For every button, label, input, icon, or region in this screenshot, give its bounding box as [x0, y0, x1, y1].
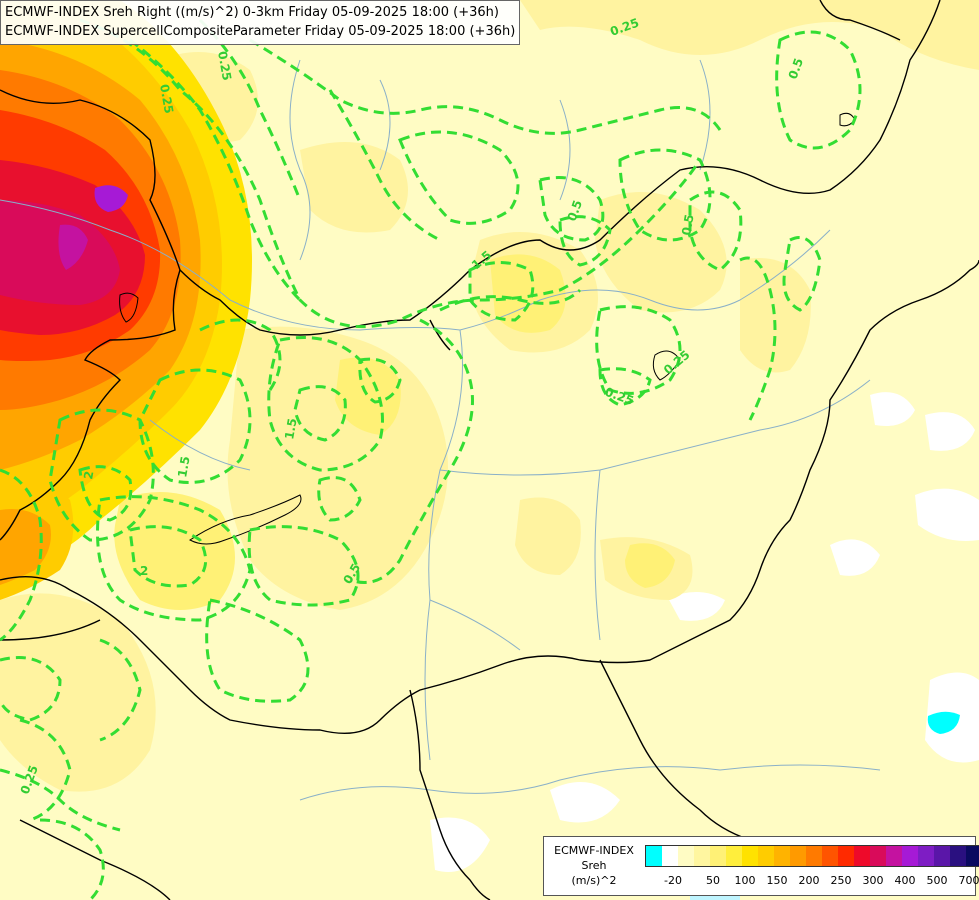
- contour-label: 0.25: [215, 50, 234, 82]
- legend-swatch: [758, 846, 774, 866]
- legend-tick-label: 300: [862, 874, 884, 887]
- contour-label: 0.5: [786, 56, 806, 81]
- legend-swatch: [662, 846, 678, 866]
- legend-unit: (m/s)^2: [571, 874, 617, 887]
- legend-swatch: [966, 846, 979, 866]
- legend-swatch: [950, 846, 966, 866]
- legend-swatch: [790, 846, 806, 866]
- legend-tick-label: 100: [734, 874, 756, 887]
- legend-swatch: [806, 846, 822, 866]
- title-line-srh: ECMWF-INDEX Sreh Right ((m/s)^2) 0-3km F…: [5, 5, 499, 20]
- legend-swatch: [774, 846, 790, 866]
- contour-label: 2: [81, 470, 96, 481]
- legend-tick-label: -20: [664, 874, 682, 887]
- legend-tick-label: 700: [958, 874, 979, 887]
- legend-tick-label: 500: [926, 874, 948, 887]
- legend-swatch: [646, 846, 662, 866]
- legend-swatch: [838, 846, 854, 866]
- legend-title: ECMWF-INDEX Sreh (m/s)^2: [548, 843, 640, 888]
- contour-label: 2: [140, 564, 148, 578]
- legend-swatch: [902, 846, 918, 866]
- legend-swatch: [742, 846, 758, 866]
- legend-tick-label: 250: [830, 874, 852, 887]
- contour-label: 1.5: [175, 455, 192, 478]
- legend-swatch: [678, 846, 694, 866]
- map-title: ECMWF-INDEX Sreh Right ((m/s)^2) 0-3km F…: [0, 0, 521, 45]
- contour-label: 0.5: [565, 198, 585, 223]
- legend-source: ECMWF-INDEX: [554, 844, 634, 857]
- title-line-scp: ECMWF-INDEX SupercellCompositeParameter …: [5, 24, 516, 39]
- rivers: [0, 59, 881, 801]
- legend-swatch: [870, 846, 886, 866]
- legend-swatch: [694, 846, 710, 866]
- legend-swatch: [918, 846, 934, 866]
- legend-swatch: [854, 846, 870, 866]
- legend-variable: Sreh: [581, 859, 607, 872]
- legend-tick-label: 200: [798, 874, 820, 887]
- legend-swatch: [822, 846, 838, 866]
- contour-label: 1.5: [282, 417, 299, 440]
- legend-color-bar: [645, 845, 979, 867]
- color-legend: ECMWF-INDEX Sreh (m/s)^2 -20 50 100 150 200 2…: [543, 836, 979, 896]
- legend-swatch: [886, 846, 902, 866]
- contour-label: 0.5: [679, 213, 696, 236]
- yellow-helicity-areas: [114, 254, 675, 610]
- legend-swatch: [934, 846, 950, 866]
- lakes: [119, 112, 856, 545]
- legend-tick-label: 50: [706, 874, 720, 887]
- legend-swatch: [710, 846, 726, 866]
- contour-label: 0.25: [157, 83, 176, 115]
- scp-contours: [0, 18, 862, 900]
- legend-tick-labels: -20 50 100 150 200 250 300 400 500 700: [645, 874, 979, 890]
- legend-tick-label: 400: [894, 874, 916, 887]
- legend-tick-label: 150: [766, 874, 788, 887]
- legend-swatch: [726, 846, 742, 866]
